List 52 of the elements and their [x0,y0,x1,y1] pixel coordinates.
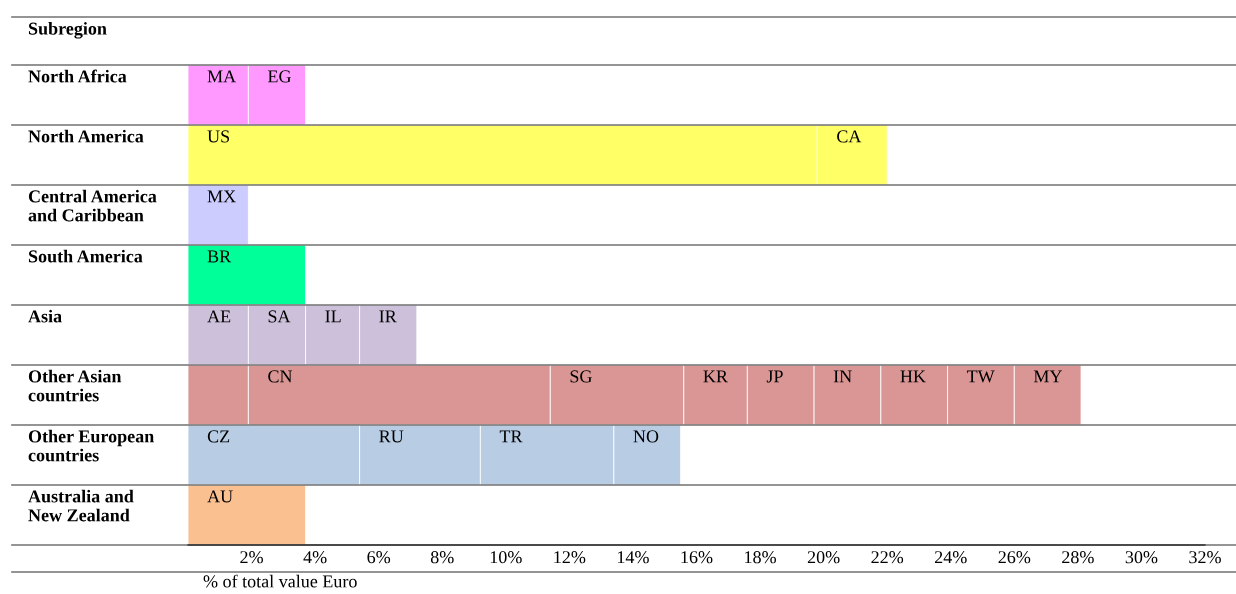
x-tick-label: 12% [554,551,586,564]
data-label: MA [207,70,237,83]
x-tick-label: 2% [240,551,263,564]
bar [188,484,307,545]
data-label: TR [499,430,523,443]
data-label: CA [837,130,862,143]
x-tick-label: 16% [681,551,713,564]
data-label: MY [1033,370,1063,383]
y-tick-label: Other European countries [28,429,154,462]
data-label: TW [966,370,995,383]
y-tick-label: South America [28,249,143,263]
data-label: KR [703,370,728,383]
data-label: US [207,130,230,143]
x-axis-title: % of total value Euro [203,574,357,588]
y-tick-label: Asia [28,309,62,323]
data-label: IL [325,310,341,323]
data-label: EG [267,70,291,83]
x-tick-label: 24% [935,551,967,564]
y-tick-label: North America [28,129,144,143]
bar [188,244,307,306]
x-tick-label: 26% [998,551,1031,564]
y-axis-title: Subregion [28,22,107,39]
data-label: RU [379,430,404,443]
x-tick-label: 28% [1062,551,1094,564]
x-tick-label: 30% [1125,551,1158,564]
data-label: AE [207,310,231,323]
x-tick-label: 14% [617,551,649,564]
x-tick-label: 4% [303,551,327,564]
x-tick-label: 8% [430,551,454,564]
data-label: HK [900,370,926,383]
x-tick-label: 32% [1189,551,1221,564]
y-tick-label: North Africa [28,69,127,83]
x-tick-label: 6% [367,551,391,564]
bar [188,184,249,246]
data-label: BR [207,250,232,263]
data-label: IN [833,370,852,383]
x-tick-label: 10% [490,551,522,564]
data-label: MX [207,190,236,203]
data-label: NO [633,430,659,443]
y-tick-label: Central America and Caribbean [28,189,157,222]
y-tick-label: Australia and New Zealand [28,489,134,522]
data-label: AU [207,490,233,503]
y-tick-label: Other Asian countries [28,369,122,402]
data-label: CN [268,370,293,383]
x-tick-label: 20% [807,551,840,564]
data-label: SG [570,370,592,383]
x-tick-label: 18% [745,551,776,564]
data-label: IR [379,310,397,323]
data-label: JP [766,370,783,383]
data-label: CZ [207,430,230,443]
data-label: SA [268,310,291,323]
x-tick-label: 22% [871,551,904,564]
